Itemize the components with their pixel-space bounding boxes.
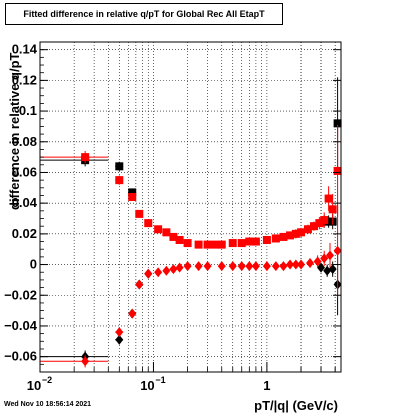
- data-point-square: [115, 162, 124, 171]
- data-point-diamond: [317, 262, 326, 273]
- data-point-diamond: [135, 279, 144, 290]
- data-point-diamond: [115, 327, 124, 338]
- data-point-diamond: [251, 261, 260, 272]
- data-point-diamond: [162, 265, 171, 276]
- data-point-square: [328, 205, 337, 214]
- data-point-diamond: [306, 258, 315, 269]
- y-tick-label: 0: [30, 257, 37, 272]
- y-tick-label: 0.08: [12, 134, 37, 149]
- data-point-square: [297, 228, 306, 237]
- x-tick-label: 1: [263, 378, 270, 393]
- y-tick-label: −0.04: [4, 318, 38, 333]
- data-point-square: [211, 240, 220, 249]
- data-point-square: [154, 225, 163, 234]
- data-point-diamond: [203, 261, 212, 272]
- data-point-diamond: [81, 356, 90, 367]
- data-point-square: [217, 240, 226, 249]
- data-point-diamond: [326, 250, 335, 261]
- data-point-square: [303, 225, 312, 234]
- x-tick-exponent: −1: [155, 375, 165, 385]
- series-1: [40, 124, 342, 249]
- axes: −0.06 −0.04 −0.02 0 0.02 0.04 0.06 0.08 0.1 0.12 0…: [4, 41, 342, 393]
- y-tick-label: 0.12: [12, 72, 37, 87]
- data-point-square: [194, 240, 203, 249]
- y-tick-label: 0.02: [12, 226, 37, 241]
- y-tick-label: 0.14: [12, 42, 38, 57]
- data-point-square: [324, 194, 333, 203]
- data-point-square: [175, 236, 184, 244]
- data-point-square: [237, 239, 246, 248]
- grid-lines: [39, 42, 341, 372]
- data-point-diamond: [237, 261, 246, 272]
- data-point-square: [81, 153, 90, 162]
- y-tick-label: −0.06: [4, 349, 37, 364]
- data-point-square: [169, 232, 178, 241]
- data-point-square: [262, 236, 271, 244]
- data-point-diamond: [279, 261, 288, 272]
- data-point-square: [128, 188, 137, 197]
- data-point-diamond: [328, 264, 337, 275]
- data-point-square: [309, 222, 318, 231]
- y-tick-label: −0.02: [4, 287, 37, 302]
- x-tick-label: 10: [27, 378, 41, 393]
- data-point-diamond: [169, 264, 178, 275]
- data-point-square: [135, 209, 144, 218]
- data-point-diamond: [291, 259, 300, 270]
- data-point-square: [228, 239, 237, 248]
- data-point-diamond: [271, 261, 280, 272]
- data-point-square: [320, 216, 329, 225]
- data-marks: [40, 77, 342, 368]
- chart-title: Fitted difference in relative q/pT for G…: [5, 3, 283, 25]
- data-point-square: [183, 239, 192, 248]
- series-2: [40, 253, 342, 363]
- data-point-diamond: [183, 261, 192, 272]
- data-point-square: [324, 217, 333, 226]
- data-point-diamond: [194, 261, 203, 272]
- data-point-square: [271, 234, 280, 243]
- data-point-diamond: [313, 256, 322, 267]
- y-axis-title: difference in relative q/pT: [7, 52, 22, 210]
- y-tick-label: 0.04: [12, 195, 38, 210]
- data-point-square: [291, 229, 300, 238]
- data-point-diamond: [245, 261, 254, 272]
- data-point-diamond: [320, 253, 329, 264]
- data-point-square: [115, 176, 124, 185]
- data-point-square: [245, 237, 254, 246]
- data-point-square: [162, 228, 171, 237]
- data-point-diamond: [286, 259, 295, 270]
- x-axis-title: pT/|q| (GeV/c): [254, 398, 338, 413]
- x-tick-label: 10: [140, 378, 154, 393]
- x-tick-exponent: −2: [42, 375, 52, 385]
- y-tick-label: 0.06: [12, 164, 37, 179]
- plot-frame: [39, 41, 342, 373]
- data-point-diamond: [323, 265, 332, 276]
- data-point-diamond: [175, 262, 184, 273]
- data-point-diamond: [144, 268, 153, 279]
- data-point-square: [144, 219, 153, 228]
- y-tick-label: 0.1: [19, 103, 37, 118]
- data-point-square: [128, 193, 137, 202]
- data-point-diamond: [217, 261, 226, 272]
- data-point-square: [251, 237, 260, 246]
- data-point-square: [279, 232, 288, 241]
- data-point-square: [333, 119, 342, 128]
- data-point-square: [203, 240, 212, 249]
- timestamp: Wed Nov 10 18:56:14 2021: [4, 401, 92, 408]
- data-point-diamond: [333, 245, 342, 256]
- data-point-diamond: [115, 334, 124, 345]
- data-point-square: [286, 231, 295, 240]
- series-3: [40, 204, 342, 368]
- data-point-diamond: [262, 261, 271, 272]
- data-point-diamond: [154, 267, 163, 278]
- data-point-diamond: [297, 259, 306, 270]
- data-point-square: [315, 219, 324, 228]
- data-point-diamond: [228, 261, 237, 272]
- data-point-diamond: [128, 308, 137, 319]
- data-point-square: [333, 166, 342, 175]
